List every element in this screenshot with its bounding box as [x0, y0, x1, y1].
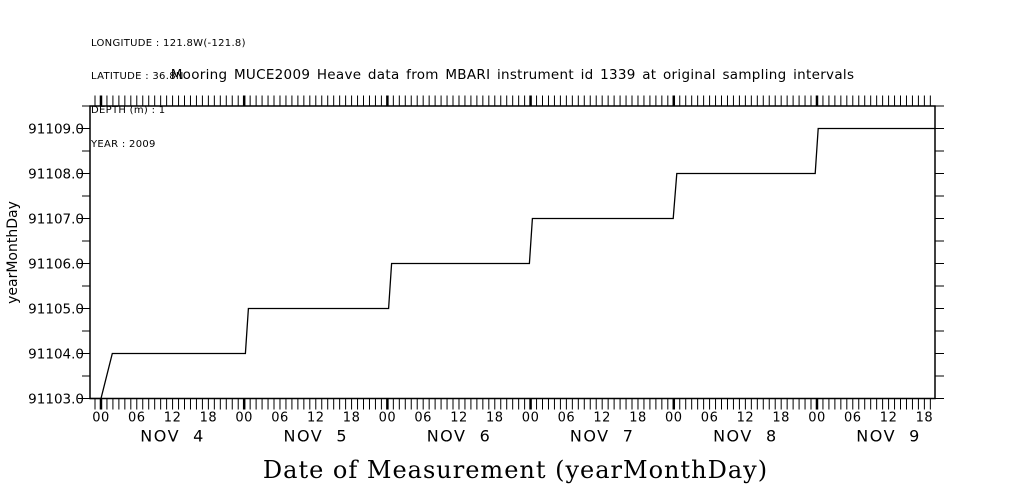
x-tick-label: 06: [558, 411, 576, 426]
y-tick-label: 91109.0: [28, 121, 84, 137]
x-tick-label: 18: [772, 411, 790, 426]
x-tick-label: 00: [235, 411, 253, 426]
x-tick-label: 18: [916, 411, 934, 426]
y-axis-ticks: [78, 105, 944, 399]
x-tick-labels: 00 06 12 18 00 06 12 18 00 06 12 18 00 06 12 18 00 06 12 18…: [92, 411, 934, 426]
info-latitude: LATITUDE : 36.8N: [91, 71, 184, 83]
day-label: NOV 5: [283, 427, 348, 446]
day-labels: NOV 4 NOV 5 NOV 6 NOV 7 NOV 8 NOV 9: [140, 427, 921, 446]
day-label: NOV 9: [856, 427, 921, 446]
x-tick-label: 06: [701, 411, 719, 426]
x-tick-label: 18: [343, 411, 361, 426]
x-tick-label: 18: [200, 411, 218, 426]
info-longitude: LONGITUDE : 121.8W(-121.8): [91, 37, 246, 49]
day-label: NOV 8: [713, 427, 778, 446]
y-tick-label: 91105.0: [28, 301, 84, 317]
x-tick-label: 06: [414, 411, 432, 426]
x-tick-label: 12: [450, 411, 468, 426]
x-tick-label: 06: [128, 411, 146, 426]
y-tick-label: 91107.0: [28, 211, 84, 227]
x-tick-label: 18: [629, 411, 647, 426]
station-info-block: LONGITUDE : 121.8W(-121.8) LATITUDE : 36…: [91, 15, 246, 173]
y-tick-label: 91104.0: [28, 346, 84, 362]
x-tick-label: 00: [808, 411, 826, 426]
y-tick-label: 91108.0: [28, 166, 84, 182]
day-label: NOV 7: [570, 427, 635, 446]
x-tick-label: 00: [522, 411, 540, 426]
chart-title: Mooring MUCE2009 Heave data from MBARI i…: [170, 67, 855, 83]
x-axis-ticks: [94, 95, 931, 410]
x-tick-label: 18: [486, 411, 504, 426]
x-tick-label: 12: [593, 411, 611, 426]
x-tick-label: 00: [92, 411, 110, 426]
x-tick-label: 12: [164, 411, 182, 426]
info-year: YEAR : 2009: [91, 139, 156, 151]
day-label: NOV 6: [427, 427, 492, 446]
x-tick-label: 06: [844, 411, 862, 426]
x-tick-label: 00: [665, 411, 683, 426]
x-tick-label: 12: [307, 411, 325, 426]
data-line-heave: [90, 127, 935, 400]
y-tick-label: 91103.0: [28, 391, 84, 407]
x-axis-title: Date of Measurement (yearMonthDay): [263, 456, 768, 484]
day-label: NOV 4: [140, 427, 205, 446]
x-tick-label: 06: [271, 411, 289, 426]
x-tick-label: 00: [379, 411, 397, 426]
plot-frame: [89, 105, 936, 400]
x-tick-label: 12: [880, 411, 898, 426]
info-depth: DEPTH (m) : 1: [91, 105, 166, 117]
x-tick-label: 12: [737, 411, 755, 426]
y-axis-title: yearMonthDay: [5, 201, 21, 304]
y-tick-label: 91106.0: [28, 256, 84, 272]
